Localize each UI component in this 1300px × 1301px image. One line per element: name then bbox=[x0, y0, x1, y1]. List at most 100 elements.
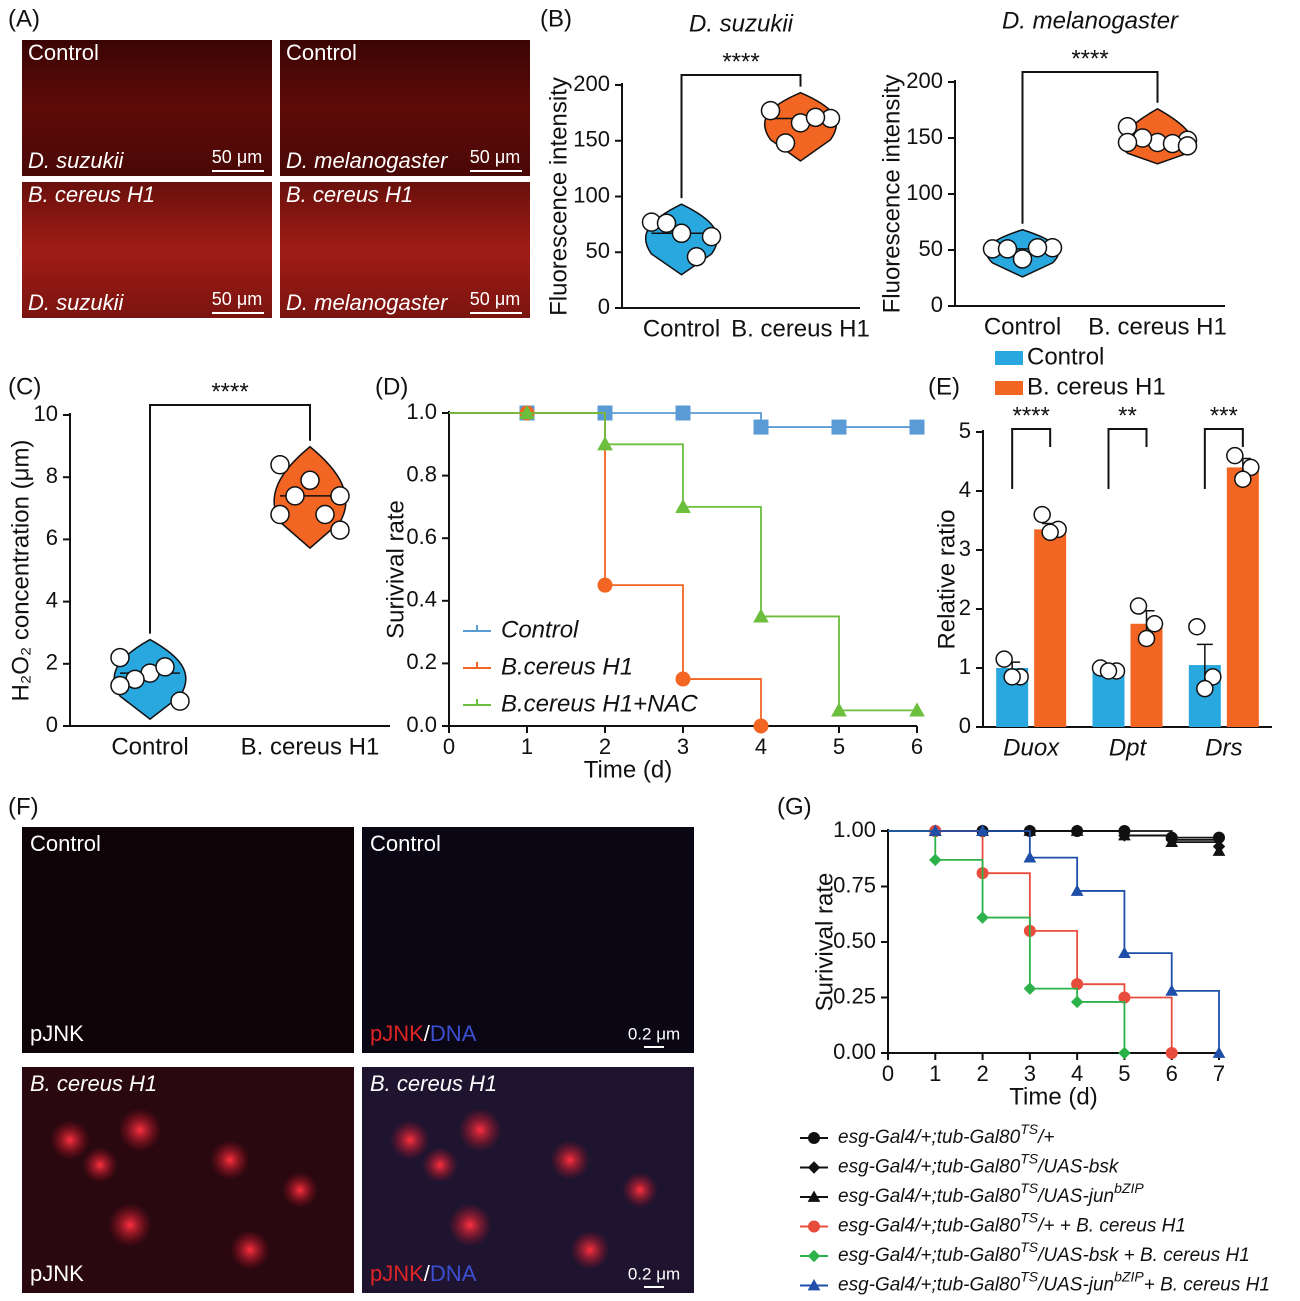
y-tick-label: 0.75 bbox=[833, 872, 876, 897]
x-tick-label: Drs bbox=[1205, 734, 1242, 761]
x-tick-label: Dpt bbox=[1109, 734, 1148, 761]
x-tick-label: 2 bbox=[976, 1061, 988, 1086]
image-caption: pJNK/DNA bbox=[370, 1021, 477, 1046]
image-caption: Control bbox=[370, 831, 441, 856]
image-caption: pJNK bbox=[30, 1021, 84, 1046]
y-axis-label: H₂O₂ concentration (μm) bbox=[7, 440, 34, 702]
x-axis-label: Time (d) bbox=[1009, 1083, 1097, 1110]
significance-bracket bbox=[1107, 428, 1148, 489]
x-tick-label: Control bbox=[984, 313, 1061, 340]
caption-part: pJNK bbox=[370, 1261, 424, 1286]
step-line bbox=[605, 443, 684, 507]
marker bbox=[1118, 1046, 1131, 1060]
y-tick-label: 0.0 bbox=[406, 712, 437, 737]
marker bbox=[807, 1278, 821, 1291]
data-point bbox=[1196, 679, 1214, 698]
y-tick-label: 0.6 bbox=[406, 524, 437, 549]
legend-part: esg-Gal4/+;tub-Gal80 bbox=[838, 1127, 1021, 1148]
image-caption: pJNK bbox=[30, 1261, 84, 1286]
data-point bbox=[1003, 668, 1021, 686]
data-point bbox=[1242, 458, 1260, 477]
micrograph bbox=[362, 827, 694, 1053]
x-tick-label: 7 bbox=[1213, 1061, 1225, 1086]
step-line bbox=[1124, 996, 1173, 1053]
legend-part: /UAS-bsk + B. cereus H1 bbox=[1036, 1245, 1250, 1266]
y-tick-label: 100 bbox=[906, 180, 943, 205]
data-point bbox=[315, 504, 335, 525]
data-point bbox=[760, 100, 781, 121]
data-point bbox=[1099, 662, 1118, 680]
step-line bbox=[527, 412, 606, 445]
data-point bbox=[110, 675, 130, 696]
data-point bbox=[155, 657, 175, 677]
legend-swatch bbox=[995, 351, 1023, 365]
y-tick-label: 0.2 bbox=[406, 649, 437, 674]
image-caption: Control bbox=[30, 831, 101, 856]
y-tick-label: 200 bbox=[573, 71, 610, 96]
step-line bbox=[935, 858, 984, 918]
y-tick-label: 5 bbox=[959, 418, 971, 443]
micrograph bbox=[22, 182, 272, 318]
legend-part: TS bbox=[1020, 1268, 1039, 1284]
data-point bbox=[1027, 238, 1048, 258]
y-axis-label: Surivival rate bbox=[382, 500, 409, 639]
marker bbox=[807, 1161, 821, 1174]
y-tick-label: 0.4 bbox=[406, 587, 437, 612]
y-tick-label: 4 bbox=[46, 587, 58, 612]
marker bbox=[807, 1190, 821, 1202]
x-tick-label: 5 bbox=[1118, 1061, 1130, 1086]
data-point bbox=[1137, 629, 1156, 648]
y-tick-label: 0.8 bbox=[406, 461, 437, 486]
x-tick-label: 1 bbox=[521, 734, 533, 759]
scale-label: 0.2 μm bbox=[628, 1264, 680, 1283]
panel-label: (G) bbox=[777, 793, 812, 820]
x-tick-label: 4 bbox=[1071, 1061, 1083, 1086]
step-line bbox=[1171, 838, 1220, 847]
significance-bracket bbox=[1021, 71, 1159, 224]
legend-part: esg-Gal4/+;tub-Gal80 bbox=[838, 1245, 1021, 1266]
scale-label: 0.2 μm bbox=[628, 1024, 680, 1043]
legend-part: /+ + B. cereus H1 bbox=[1036, 1216, 1186, 1237]
significance-label: **** bbox=[1012, 402, 1049, 429]
legend-part: TS bbox=[1020, 1209, 1039, 1225]
legend-part: TS bbox=[1020, 1239, 1039, 1255]
data-point bbox=[270, 504, 290, 525]
data-point bbox=[110, 647, 130, 668]
data-point bbox=[701, 226, 722, 247]
legend-label: esg-Gal4/+;tub-Gal80TS/UAS-junbZIP bbox=[838, 1180, 1144, 1207]
x-tick-label: Control bbox=[111, 733, 188, 760]
image-caption: D. melanogaster bbox=[286, 290, 449, 315]
data-point bbox=[1033, 505, 1051, 524]
x-tick-label: B. cereus H1 bbox=[241, 733, 380, 760]
significance-label: **** bbox=[1071, 45, 1108, 72]
step-line bbox=[982, 830, 1031, 858]
step-line bbox=[527, 412, 606, 586]
data-point bbox=[170, 691, 190, 711]
marker bbox=[807, 1249, 821, 1263]
legend-part: TS bbox=[1020, 1180, 1039, 1196]
y-tick-label: 1.00 bbox=[833, 817, 876, 842]
marker bbox=[1212, 844, 1226, 856]
data-point bbox=[1226, 446, 1244, 465]
step-line bbox=[1124, 830, 1173, 838]
x-tick-label: 6 bbox=[911, 734, 923, 759]
x-axis-label: Time (d) bbox=[584, 756, 672, 783]
legend-part: TS bbox=[1020, 1121, 1039, 1137]
marker bbox=[1165, 1047, 1178, 1059]
x-tick-label: 6 bbox=[1166, 1061, 1178, 1086]
y-tick-label: 0.00 bbox=[833, 1039, 876, 1064]
y-tick-label: 0 bbox=[598, 294, 610, 319]
scale-label: 50 μm bbox=[470, 289, 520, 309]
micrograph bbox=[280, 182, 530, 318]
data-point bbox=[1117, 132, 1138, 153]
data-point bbox=[300, 470, 320, 491]
chart-title: D. melanogaster bbox=[1002, 7, 1179, 34]
bar bbox=[1034, 529, 1067, 727]
x-tick-label: B. cereus H1 bbox=[1088, 313, 1227, 340]
legend-label: Control bbox=[1027, 343, 1104, 370]
y-tick-label: 0.25 bbox=[833, 983, 876, 1008]
significance-label: **** bbox=[211, 378, 248, 405]
image-caption: B. cereus H1 bbox=[28, 182, 155, 207]
caption-part: / bbox=[424, 1021, 431, 1046]
micrograph bbox=[22, 40, 272, 176]
